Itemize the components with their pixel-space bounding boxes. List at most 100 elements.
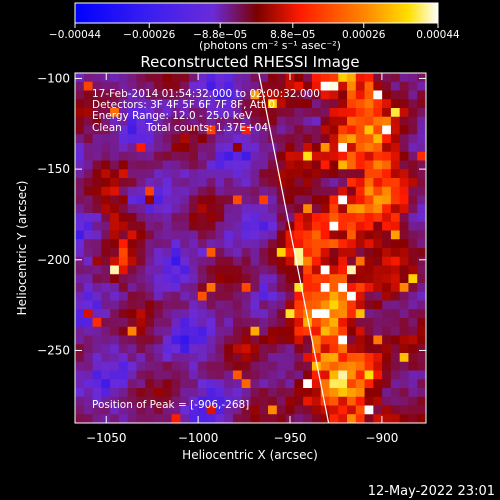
- heatmap-cell: [294, 151, 304, 162]
- heatmap-cell: [382, 283, 392, 293]
- heatmap-cell: [347, 73, 357, 83]
- heatmap-cell: [162, 134, 173, 144]
- heatmap-cell: [250, 169, 260, 179]
- heatmap-cell: [162, 204, 173, 214]
- heatmap-cell: [417, 213, 426, 223]
- heatmap-cell: [189, 143, 199, 153]
- heatmap-cell: [373, 405, 383, 415]
- heatmap-cell: [382, 81, 392, 92]
- heatmap-cell: [373, 108, 383, 118]
- heatmap-cell: [127, 230, 138, 240]
- heatmap-cell: [311, 414, 322, 423]
- heatmap-cell: [268, 309, 278, 319]
- heatmap-cell: [347, 143, 357, 153]
- heatmap-cell: [224, 361, 234, 372]
- heatmap-cell: [268, 414, 278, 423]
- heatmap-cell: [215, 379, 225, 389]
- heatmap-cell: [303, 388, 313, 398]
- heatmap-cell: [364, 73, 374, 83]
- heatmap-cell: [83, 344, 94, 354]
- heatmap-cell: [268, 335, 278, 345]
- x-axis: −1050 −1000 −950 −900: [86, 73, 398, 445]
- heatmap-cell: [259, 143, 269, 153]
- heatmap-cell: [399, 169, 410, 179]
- heatmap-cell: [338, 221, 348, 232]
- heatmap-cell: [311, 108, 322, 118]
- heatmap-cell: [162, 213, 173, 223]
- heatmap-cell: [92, 221, 102, 232]
- heatmap-cell: [153, 405, 164, 415]
- heatmap-cell: [399, 256, 410, 267]
- x-tick-label: −900: [365, 431, 398, 445]
- colorbar-unit-label: (photons cm⁻² s⁻¹ asec⁻²): [199, 39, 341, 52]
- heatmap-cell: [136, 213, 146, 223]
- heatmap-cell: [83, 283, 94, 293]
- heatmap-cell: [355, 344, 366, 354]
- heatmap-cell: [153, 134, 164, 144]
- heatmap-cell: [83, 309, 94, 319]
- heatmap-cell: [276, 178, 287, 188]
- heatmap-cell: [180, 99, 190, 109]
- heatmap-cell: [136, 370, 146, 380]
- heatmap-cell: [373, 396, 383, 407]
- heatmap-cell: [373, 370, 383, 380]
- heatmap-cell: [320, 361, 331, 372]
- heatmap-cell: [232, 274, 243, 284]
- heatmap-cell: [197, 186, 208, 197]
- heatmap-cell: [118, 90, 129, 100]
- heatmap-cell: [294, 90, 304, 100]
- heatmap-cell: [92, 318, 102, 328]
- heatmap-cell: [206, 300, 217, 310]
- heatmap-cell: [259, 344, 269, 354]
- heatmap-cell: [390, 195, 401, 205]
- heatmap-cell: [171, 143, 181, 153]
- heatmap-cell: [136, 353, 146, 363]
- heatmap-cell: [232, 309, 243, 319]
- heatmap-cell: [338, 239, 348, 249]
- heatmap-cell: [373, 291, 383, 302]
- heatmap-cell: [320, 213, 331, 223]
- heatmap-cell: [215, 300, 225, 310]
- heatmap-cell: [206, 116, 217, 127]
- heatmap-cell: [180, 379, 190, 389]
- heatmap-cell: [224, 370, 234, 380]
- heatmap-cell: [276, 116, 287, 127]
- heatmap-cell: [206, 414, 217, 423]
- heatmap-cell: [75, 169, 85, 179]
- heatmap-cell: [399, 160, 410, 170]
- heatmap-cell: [197, 283, 208, 293]
- heatmap-cell: [250, 195, 260, 205]
- heatmap-cell: [232, 213, 243, 223]
- heatmap-cell: [408, 73, 418, 83]
- heatmap-cell: [329, 160, 339, 170]
- heatmap-cell: [294, 291, 304, 302]
- heatmap-cell: [364, 335, 374, 345]
- heatmap-cell: [364, 265, 374, 275]
- heatmap-cell: [417, 81, 426, 92]
- heatmap-cell: [171, 335, 181, 345]
- heatmap-cell: [189, 90, 199, 100]
- heatmap-cell: [382, 239, 392, 249]
- heatmap-cell: [101, 283, 111, 293]
- heatmap-cell: [224, 108, 234, 118]
- heatmap-cell: [329, 379, 339, 389]
- heatmap-cell: [285, 160, 295, 170]
- heatmap-cell: [127, 370, 138, 380]
- heatmap-cell: [224, 283, 234, 293]
- heatmap-cell: [153, 169, 164, 179]
- heatmap-cell: [83, 116, 94, 127]
- heatmap-cell: [268, 195, 278, 205]
- heatmap-cell: [303, 256, 313, 267]
- heatmap-cell: [338, 370, 348, 380]
- heatmap-cell: [259, 265, 269, 275]
- heatmap-cell: [162, 230, 173, 240]
- heatmap-cell: [250, 151, 260, 162]
- heatmap-cell: [268, 379, 278, 389]
- heatmap-cell: [101, 388, 111, 398]
- heatmap-cell: [189, 248, 199, 258]
- heatmap-cell: [110, 213, 120, 223]
- heatmap-cell: [276, 405, 287, 415]
- heatmap-cell: [268, 99, 278, 109]
- heatmap-cell: [338, 134, 348, 144]
- heatmap-cell: [268, 81, 278, 92]
